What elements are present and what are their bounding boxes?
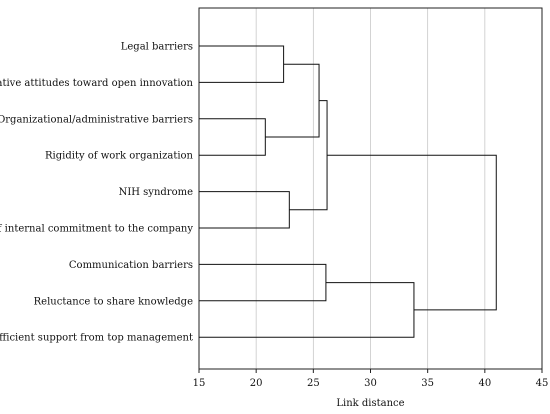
x-axis-ticks: 15 20 25 30 35 40 45 [193, 369, 549, 389]
grid-lines [255, 8, 486, 369]
dendrogram-link [199, 263, 327, 302]
dendrogram-link [289, 100, 328, 211]
x-tick-label: 25 [307, 378, 320, 389]
dendrogram-link [327, 154, 497, 311]
leaf-label: Reluctance to share knowledge [34, 296, 193, 307]
leaf-labels: Legal barriers Negative attitudes toward … [0, 42, 194, 344]
dendrogram-links [199, 45, 497, 338]
dendrogram-link [199, 282, 415, 338]
dendrogram-link [199, 191, 290, 229]
leaf-label: NIH syndrome [119, 187, 194, 198]
dendrogram-link [265, 63, 320, 138]
leaf-label: Legal barriers [121, 42, 193, 53]
x-tick-label: 40 [478, 378, 491, 389]
x-axis-label: Link distance [336, 398, 404, 409]
leaf-label: Organizational/administrative barriers [0, 114, 193, 125]
leaf-label: Insufficient support from top management [0, 333, 193, 344]
x-tick-label: 30 [364, 378, 377, 389]
dendrogram-link [199, 45, 285, 83]
leaf-label: Negative attitudes toward open innovatio… [0, 78, 194, 89]
x-tick-label: 20 [250, 378, 263, 389]
x-tick-label: 45 [536, 378, 549, 389]
x-tick-label: 35 [421, 378, 434, 389]
leaf-label: Communication barriers [69, 260, 193, 271]
dendrogram-link [199, 118, 266, 156]
leaf-label: Lack of internal commitment to the compa… [0, 224, 193, 235]
x-tick-label: 15 [193, 378, 206, 389]
leaf-label: Rigidity of work organization [45, 151, 194, 162]
